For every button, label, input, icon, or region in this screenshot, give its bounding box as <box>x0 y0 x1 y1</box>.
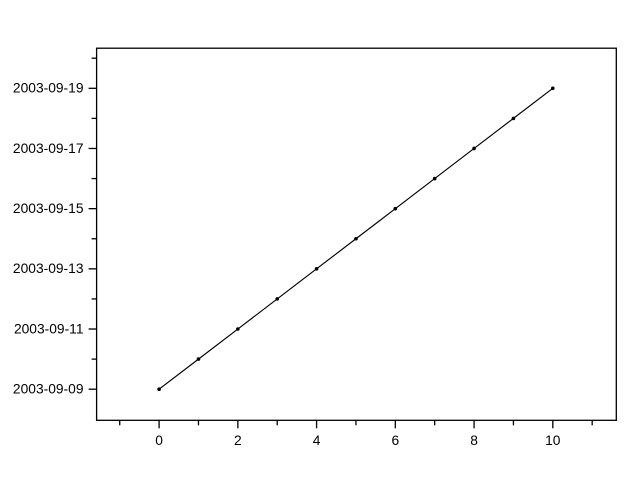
svg-text:2003-09-11: 2003-09-11 <box>14 321 84 336</box>
svg-text:4: 4 <box>313 433 321 448</box>
svg-text:2003-09-17: 2003-09-17 <box>13 141 84 156</box>
svg-text:2003-09-15: 2003-09-15 <box>13 201 84 216</box>
svg-text:2003-09-13: 2003-09-13 <box>13 261 84 276</box>
svg-text:6: 6 <box>391 433 399 448</box>
svg-text:2: 2 <box>234 433 242 448</box>
svg-text:10: 10 <box>545 433 561 448</box>
svg-text:2003-09-19: 2003-09-19 <box>13 81 84 96</box>
svg-text:2003-09-09: 2003-09-09 <box>13 382 84 397</box>
svg-text:0: 0 <box>155 433 163 448</box>
svg-text:8: 8 <box>470 433 478 448</box>
